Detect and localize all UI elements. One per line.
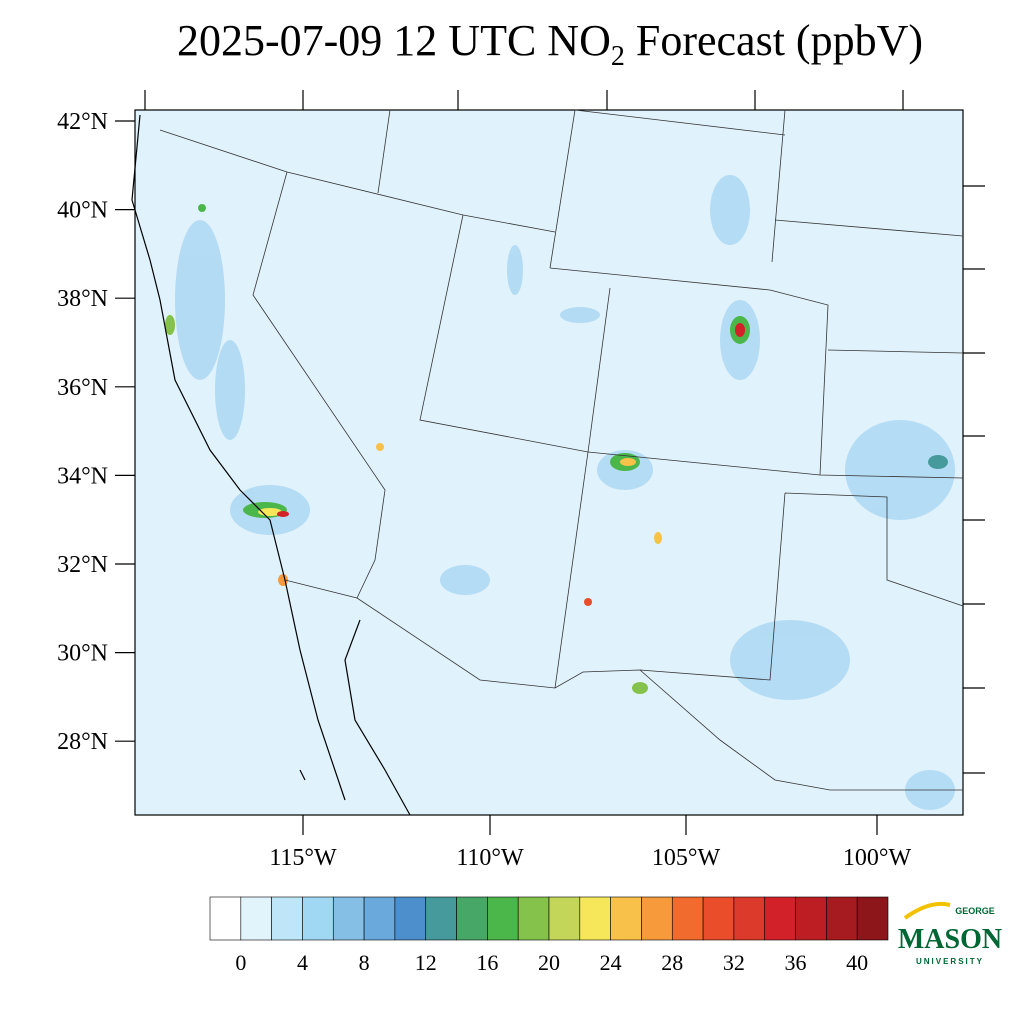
lat-label: 30°N bbox=[57, 641, 108, 667]
colorbar-label: 20 bbox=[538, 950, 560, 975]
colorbar-box bbox=[240, 896, 272, 941]
lat-label: 36°N bbox=[57, 375, 108, 401]
logo-top: GEORGE bbox=[955, 906, 995, 916]
colorbar-label: 28 bbox=[661, 950, 683, 975]
title-subscript: 2 bbox=[611, 41, 625, 72]
colorbar-box bbox=[271, 896, 303, 941]
colorbar-label: 32 bbox=[723, 950, 745, 975]
lon-label: 115°W bbox=[269, 845, 337, 871]
colorbar-box bbox=[764, 896, 796, 941]
colorbar-box bbox=[394, 896, 427, 941]
colorbar-box bbox=[579, 896, 611, 941]
colorbar-label: 40 bbox=[846, 950, 868, 975]
colorbar-box bbox=[363, 896, 396, 941]
colorbar-box bbox=[425, 896, 457, 941]
colorbar-box bbox=[548, 896, 581, 941]
title-main: 2025-07-09 12 UTC NO bbox=[177, 16, 611, 65]
title-rest: Forecast (ppbV) bbox=[625, 16, 923, 65]
colorbar-box bbox=[856, 896, 889, 941]
colorbar-box bbox=[487, 896, 519, 941]
title: 2025-07-09 12 UTC NO2 Forecast (ppbV) bbox=[177, 16, 923, 72]
colorbar-box bbox=[302, 896, 334, 941]
lat-label: 38°N bbox=[57, 286, 108, 312]
map-frame bbox=[134, 109, 964, 816]
map-area bbox=[131, 109, 964, 816]
colorbar-box bbox=[517, 896, 550, 941]
colorbar-label: 12 bbox=[415, 950, 437, 975]
logo: GEORGE MASON UNIVERSITY bbox=[898, 901, 1002, 966]
colorbar-label: 16 bbox=[476, 950, 498, 975]
state-borders bbox=[159, 109, 964, 791]
colorbar-box bbox=[826, 896, 858, 941]
colorbar-label: 4 bbox=[297, 950, 308, 975]
lon-label: 100°W bbox=[843, 845, 912, 871]
logo-main: MASON bbox=[898, 924, 1002, 955]
colorbar-label: 36 bbox=[785, 950, 807, 975]
colorbar-label: 8 bbox=[359, 950, 370, 975]
axes: 42°N 40°N 38°N 36°N 34°N 32°N 30°N 28°N 115°W 110… bbox=[57, 90, 985, 871]
colorbar-box bbox=[332, 896, 365, 941]
colorbar: 0 4 8 12 16 20 24 28 32 36 40 bbox=[209, 896, 889, 975]
colorbar-box bbox=[456, 896, 488, 941]
lat-label: 28°N bbox=[57, 729, 108, 755]
lat-label: 32°N bbox=[57, 552, 108, 578]
logo-bottom: UNIVERSITY bbox=[916, 957, 984, 966]
colorbar-box bbox=[795, 896, 827, 941]
colorbar-box bbox=[209, 896, 242, 941]
coastline bbox=[131, 114, 411, 816]
colorbar-box bbox=[702, 896, 735, 941]
lat-label: 42°N bbox=[57, 109, 108, 135]
lon-label: 110°W bbox=[456, 845, 524, 871]
colorbar-label: 0 bbox=[235, 950, 246, 975]
colorbar-label: 24 bbox=[600, 950, 622, 975]
colorbar-box bbox=[733, 896, 766, 941]
lat-label: 40°N bbox=[57, 198, 108, 224]
lat-label: 34°N bbox=[57, 463, 108, 489]
colorbar-box bbox=[610, 896, 642, 941]
lon-label: 105°W bbox=[652, 845, 721, 871]
colorbar-box bbox=[671, 896, 704, 941]
colorbar-box bbox=[641, 896, 673, 941]
